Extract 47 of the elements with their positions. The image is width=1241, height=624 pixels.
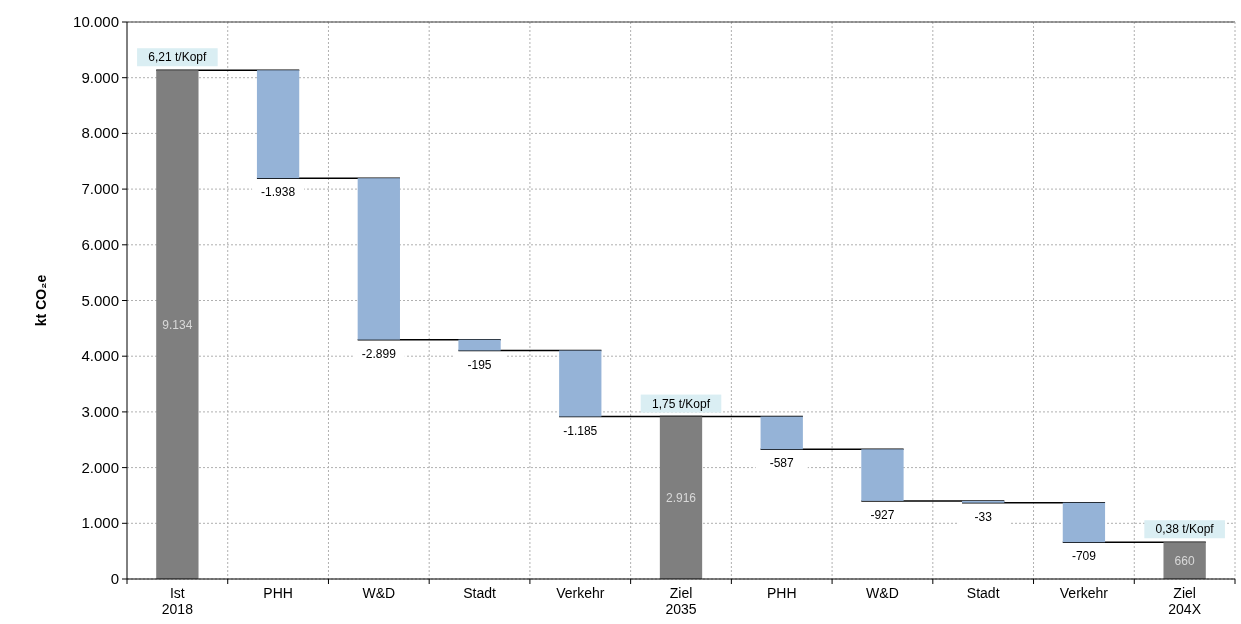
y-tick-label: 6.000 — [81, 235, 119, 253]
x-tick-label: Ziel 204X — [1168, 585, 1202, 617]
bar — [357, 178, 400, 340]
y-tick-label: 2.000 — [81, 458, 119, 476]
x-tick-label: W&D — [866, 585, 899, 601]
bar — [256, 70, 300, 179]
data-label: -33 — [974, 509, 993, 524]
x-tick-label: Stadt — [966, 585, 1000, 601]
bar — [559, 350, 602, 417]
data-label: -2.899 — [361, 346, 397, 361]
x-tick-label: Verkehr — [556, 585, 605, 601]
y-axis-title: kt CO₂e — [33, 274, 49, 327]
bar — [861, 449, 904, 501]
y-tick-label: 5.000 — [81, 291, 119, 309]
y-tick-label: 4.000 — [81, 347, 119, 365]
data-label: -587 — [769, 456, 795, 471]
bar — [1163, 542, 1206, 579]
x-tick-label: PHH — [263, 585, 293, 601]
x-tick-label: W&D — [362, 585, 396, 601]
data-label: -1.938 — [261, 185, 296, 200]
y-tick-label: 1.000 — [81, 514, 119, 532]
bar — [156, 70, 199, 579]
data-label: 2.916 — [665, 490, 697, 505]
annotation: 1,75 t/Kopf — [651, 396, 711, 411]
y-tick-label: 0 — [110, 570, 119, 587]
data-label: -927 — [870, 507, 895, 522]
bar — [1062, 502, 1106, 543]
data-label: 9.134 — [162, 317, 193, 332]
y-tick-label: 8.000 — [81, 124, 119, 142]
x-tick-label: Ziel 2035 — [665, 585, 697, 617]
x-tick-label: Ist 2018 — [161, 585, 194, 617]
y-tick-label: 7.000 — [81, 180, 119, 198]
y-tick-label: 10.000 — [73, 13, 119, 30]
y-tick-label: 3.000 — [81, 402, 119, 420]
x-tick-label: PHH — [766, 585, 797, 601]
data-label: -709 — [1071, 549, 1097, 564]
x-tick-label: Stadt — [463, 585, 496, 601]
bar — [458, 339, 501, 351]
bar — [760, 416, 803, 450]
annotation: 6,21 t/Kopf — [148, 50, 208, 65]
annotation: 0,38 t/Kopf — [1155, 522, 1215, 537]
y-tick-label: 9.000 — [81, 68, 119, 86]
data-label: -1.185 — [563, 423, 598, 438]
data-label: -195 — [467, 357, 492, 372]
bar — [659, 416, 703, 579]
x-tick-label: Verkehr — [1059, 585, 1109, 601]
data-label: 660 — [1174, 553, 1195, 568]
